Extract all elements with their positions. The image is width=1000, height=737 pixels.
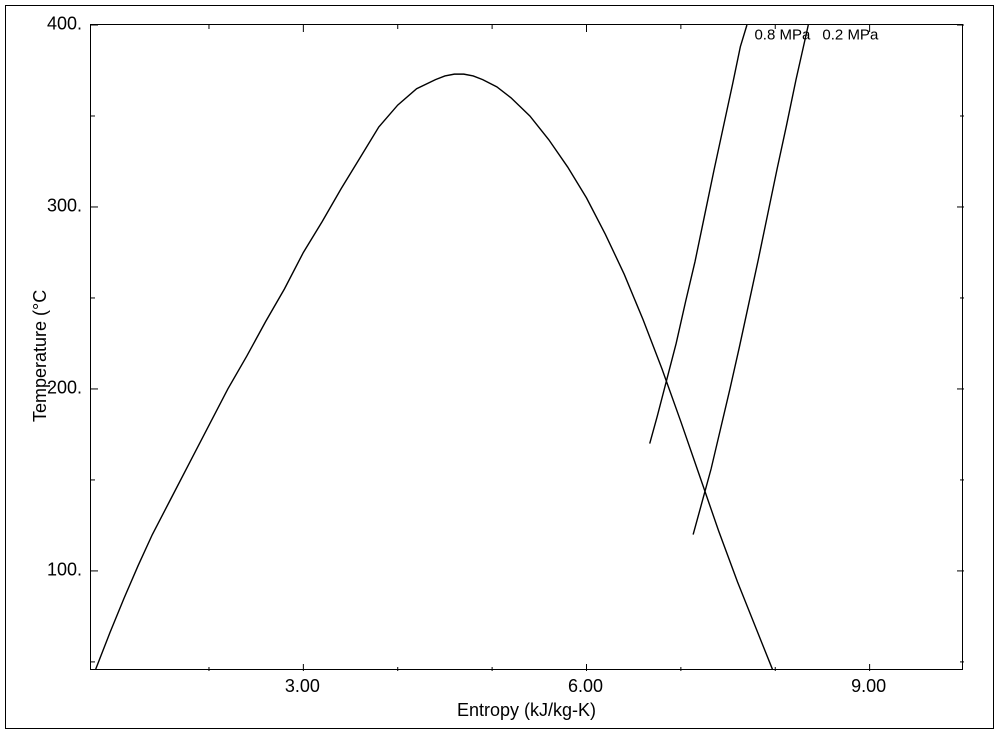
x-tick-label: 9.00 — [851, 676, 886, 697]
isobar-0.2-label: 0.2 MPa — [822, 27, 879, 44]
isobar-0.2mpa-curve — [693, 25, 808, 535]
y-axis-label: Temperature (°C — [30, 290, 51, 422]
x-tick-label: 6.00 — [568, 676, 603, 697]
y-tick-label: 100. — [47, 559, 82, 580]
ts-diagram: 0.8 MPa 0.2 MPa Temperature (°C Entropy (… — [0, 0, 1000, 737]
y-tick-label: 400. — [47, 14, 82, 35]
y-tick-label: 200. — [47, 377, 82, 398]
x-axis-label: Entropy (kJ/kg-K) — [457, 700, 596, 721]
saturation-dome-curve — [96, 74, 773, 669]
isobar-0.8-label: 0.8 MPa — [754, 27, 811, 44]
plot-area: 0.8 MPa 0.2 MPa — [90, 24, 963, 670]
y-tick-label: 300. — [47, 195, 82, 216]
x-tick-label: 3.00 — [285, 676, 320, 697]
curves-svg: 0.8 MPa 0.2 MPa — [91, 25, 964, 671]
